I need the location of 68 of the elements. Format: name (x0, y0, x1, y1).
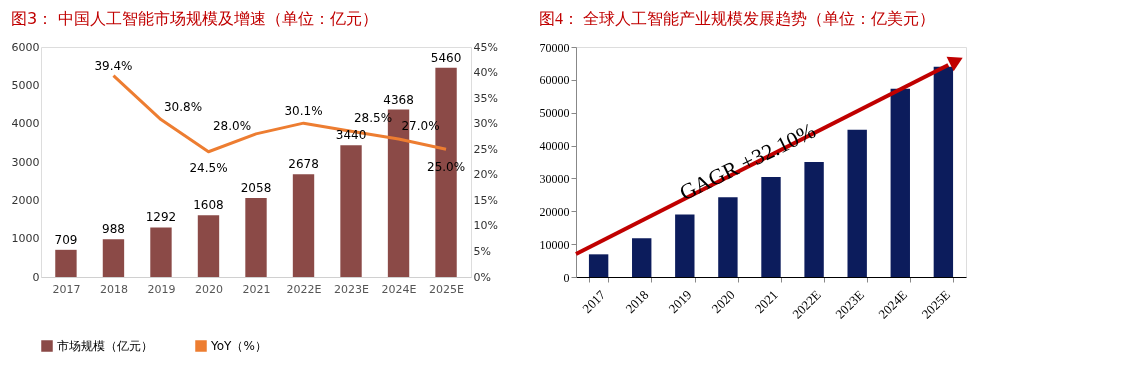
bar (718, 197, 738, 277)
bar (675, 214, 695, 277)
data-label: 988 (102, 222, 125, 237)
bar (847, 129, 867, 277)
chart-title: 图3： 中国人工智能市场规模及增速（单位：亿元） (11, 9, 379, 28)
data-label: 4368 (383, 92, 414, 107)
y-tick-label: 3000 (11, 155, 40, 169)
bar (761, 177, 781, 277)
y-tick-label: 4000 (11, 117, 40, 131)
y2-tick-label: 15% (473, 193, 498, 207)
data-label: 30.1% (284, 104, 323, 119)
legend-label: YoY（%） (210, 339, 267, 353)
bar (340, 145, 362, 277)
x-tick-label: 2023E (334, 282, 370, 296)
x-tick-label: 2021 (242, 282, 271, 296)
y2-tick-label: 35% (473, 91, 498, 105)
bar (588, 254, 609, 277)
y-tick-label: 20000 (539, 204, 570, 219)
y2-tick-label: 45% (473, 40, 498, 54)
data-label: 39.4% (94, 58, 133, 73)
data-label: 1608 (193, 198, 224, 213)
data-label: 2058 (240, 181, 272, 196)
data-label: 30.8% (163, 99, 203, 114)
data-label: 28.0% (212, 118, 252, 133)
data-label: 5460 (430, 50, 462, 65)
bar (150, 227, 172, 277)
y-tick-label: 6000 (11, 40, 40, 54)
y-tick-label: 1000 (11, 232, 40, 246)
x-tick-label: 2018 (99, 282, 128, 296)
x-tick-label: 2017 (52, 282, 81, 296)
bar (632, 238, 652, 277)
x-tick-label: 2022E (286, 282, 322, 296)
data-label: 3440 (335, 128, 367, 143)
chart-title: 图4： 全球人工智能产业规模发展趋势（单位：亿美元） (539, 10, 935, 27)
y-tick-label: 40000 (539, 139, 570, 154)
line-series (111, 74, 448, 154)
data-label: 24.5% (189, 160, 228, 175)
y-tick-label: 0 (32, 270, 40, 284)
bar (245, 198, 267, 277)
x-tick-label: 2020 (194, 282, 223, 296)
y2-tick-label: 25% (473, 142, 498, 156)
x-tick-label: 2019 (147, 282, 176, 296)
y-tick-label: 10000 (539, 237, 570, 252)
data-label: 2678 (288, 157, 319, 172)
y2-tick-label: 40% (473, 66, 498, 80)
x-tick-label: 2025E (429, 282, 465, 296)
data-label: 1292 (145, 210, 177, 225)
bar (292, 174, 315, 277)
y2-tick-label: 30% (473, 117, 498, 131)
x-tick-label: 2024E (381, 282, 417, 296)
y2-tick-label: 0% (473, 270, 491, 284)
y-tick-label: 0 (563, 270, 570, 285)
y2-tick-label: 10% (473, 219, 498, 233)
y-tick-label: 50000 (539, 106, 570, 121)
legend-label: 市场规模（亿元） (57, 339, 153, 353)
bar (197, 215, 220, 277)
bar (102, 239, 125, 277)
y-tick-label: 5000 (11, 78, 40, 92)
data-label: 709 (54, 232, 78, 247)
y-tick-label: 70000 (539, 40, 570, 55)
y-tick-label: 2000 (11, 193, 40, 207)
y2-tick-label: 5% (473, 244, 491, 258)
y-tick-label: 30000 (539, 171, 570, 186)
y2-tick-label: 20% (473, 168, 498, 182)
y-tick-label: 60000 (539, 73, 570, 88)
bar (890, 88, 910, 277)
bar (933, 66, 954, 277)
bar (55, 249, 77, 277)
